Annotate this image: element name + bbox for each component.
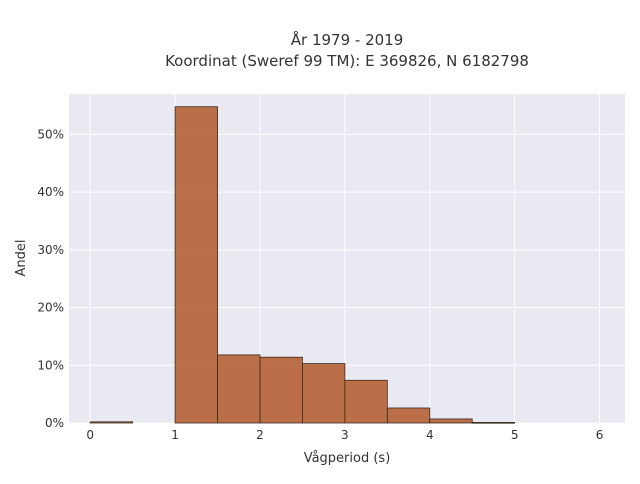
histogram-bar xyxy=(386,407,431,424)
histogram-bar xyxy=(217,354,261,424)
x-tick-label: 3 xyxy=(341,428,349,442)
histogram-bar xyxy=(89,421,134,424)
histogram-bar xyxy=(174,106,218,424)
y-tick-label: 30% xyxy=(37,243,64,257)
y-tick-label: 10% xyxy=(37,358,64,372)
bars xyxy=(89,106,516,424)
histogram-bar xyxy=(344,379,388,424)
histogram-bar xyxy=(302,363,346,424)
chart-title-line-2: Koordinat (Sweref 99 TM): E 369826, N 61… xyxy=(165,52,529,70)
y-tick-label: 0% xyxy=(45,416,64,430)
histogram-bar xyxy=(429,418,473,424)
y-axis-label: Andel xyxy=(14,240,29,277)
plot-area xyxy=(69,94,625,423)
histogram-bar xyxy=(259,356,303,424)
histogram-bar xyxy=(471,422,516,424)
x-tick-label: 4 xyxy=(426,428,434,442)
x-tick-label: 6 xyxy=(596,428,604,442)
y-tick-label: 20% xyxy=(37,301,64,315)
x-tick-label: 1 xyxy=(171,428,179,442)
y-axis-ticks: 0% 10% 20% 30% 40% 50% xyxy=(37,127,64,430)
chart-title-line-1: År 1979 - 2019 xyxy=(291,30,404,49)
y-tick-label: 40% xyxy=(37,185,64,199)
x-axis-ticks: 0 1 2 3 4 5 6 xyxy=(86,428,603,442)
grid-lines xyxy=(69,94,625,424)
y-tick-label: 50% xyxy=(37,127,64,141)
x-axis-label: Vågperiod (s) xyxy=(304,451,391,466)
x-tick-label: 0 xyxy=(86,428,94,442)
x-tick-label: 5 xyxy=(511,428,519,442)
x-tick-label: 2 xyxy=(256,428,264,442)
